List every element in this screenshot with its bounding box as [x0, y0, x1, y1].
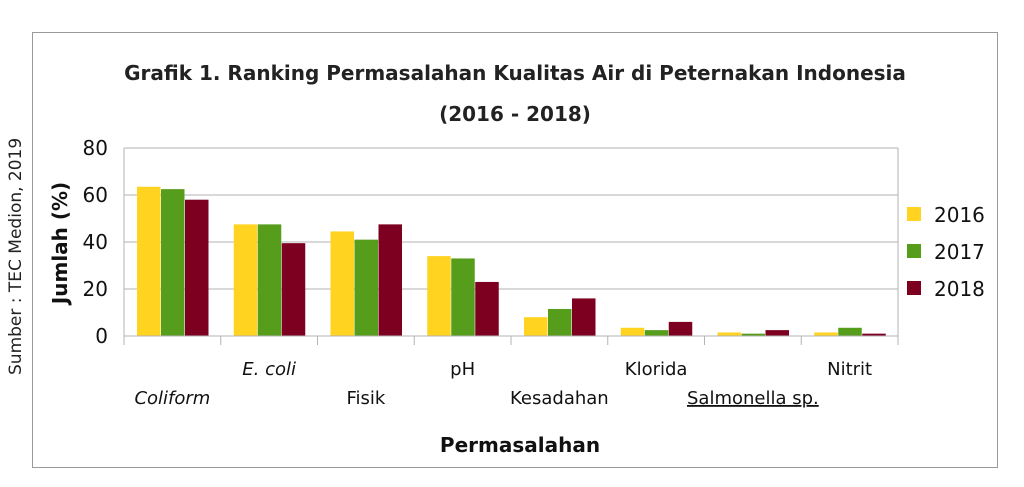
legend-swatch-2018 — [907, 281, 921, 295]
y-tick-label: 40 — [83, 230, 108, 254]
x-axis-title: Permasalahan — [440, 433, 600, 457]
bar-2016-0 — [137, 186, 161, 336]
legend-label-2018: 2018 — [934, 277, 985, 301]
bar-2018-0 — [185, 199, 209, 336]
y-tick-label: 80 — [83, 136, 108, 160]
chart-title: Grafik 1. Ranking Permasalahan Kualitas … — [124, 61, 906, 85]
source-note: Sumber : TEC Medion, 2019 — [6, 138, 26, 375]
y-axis-title: Jumlah (%) — [48, 182, 72, 306]
bar-2016-1 — [233, 224, 258, 336]
bar-2018-7 — [862, 333, 886, 336]
legend: 2016 2017 2018 — [907, 203, 985, 301]
bar-2016-5 — [620, 327, 645, 336]
bar-2018-6 — [765, 330, 789, 336]
bars — [137, 186, 886, 336]
legend-label-2016: 2016 — [934, 203, 985, 227]
x-category-label: pH — [450, 359, 475, 380]
bar-2017-3 — [451, 258, 475, 336]
bar-2018-1 — [281, 243, 306, 336]
bar-2016-3 — [427, 256, 451, 336]
bar-2016-6 — [717, 332, 741, 336]
legend-label-2017: 2017 — [934, 240, 985, 264]
x-category-label: Salmonella sp. — [687, 388, 819, 409]
axes: 0 20 40 60 80 Coliform E. coli Fisik pH Kesadahan… — [83, 136, 899, 409]
y-tick-label: 20 — [83, 277, 108, 301]
x-category-label: Kesadahan — [510, 388, 609, 409]
bar-2017-0 — [161, 189, 185, 336]
bar-2017-6 — [741, 333, 765, 336]
x-category-label: E. coli — [242, 359, 296, 380]
bar-2017-2 — [354, 239, 378, 336]
bar-2018-3 — [475, 281, 499, 336]
bar-2017-5 — [644, 330, 669, 336]
bar-2016-4 — [524, 317, 548, 336]
bar-2016-2 — [330, 231, 354, 336]
source-text: Sumber : TEC Medion, 2019 — [6, 138, 26, 375]
x-category-label: Fisik — [346, 388, 385, 409]
bar-2017-1 — [257, 224, 282, 336]
legend-swatch-2016 — [907, 207, 921, 221]
bar-2017-4 — [548, 308, 572, 336]
bar-2018-4 — [572, 298, 596, 336]
bar-2017-7 — [838, 327, 862, 336]
x-category-label: Klorida — [625, 359, 688, 380]
y-tick-label: 0 — [95, 324, 108, 348]
x-category-label: Nitrit — [827, 359, 872, 380]
x-category-label: Coliform — [134, 388, 210, 409]
bar-2018-2 — [378, 224, 402, 336]
legend-swatch-2017 — [907, 244, 921, 258]
chart-frame — [32, 32, 998, 468]
y-tick-label: 60 — [83, 183, 108, 207]
bar-2018-5 — [668, 321, 693, 336]
chart-subtitle: (2016 - 2018) — [439, 102, 591, 126]
bar-2016-7 — [814, 332, 838, 336]
